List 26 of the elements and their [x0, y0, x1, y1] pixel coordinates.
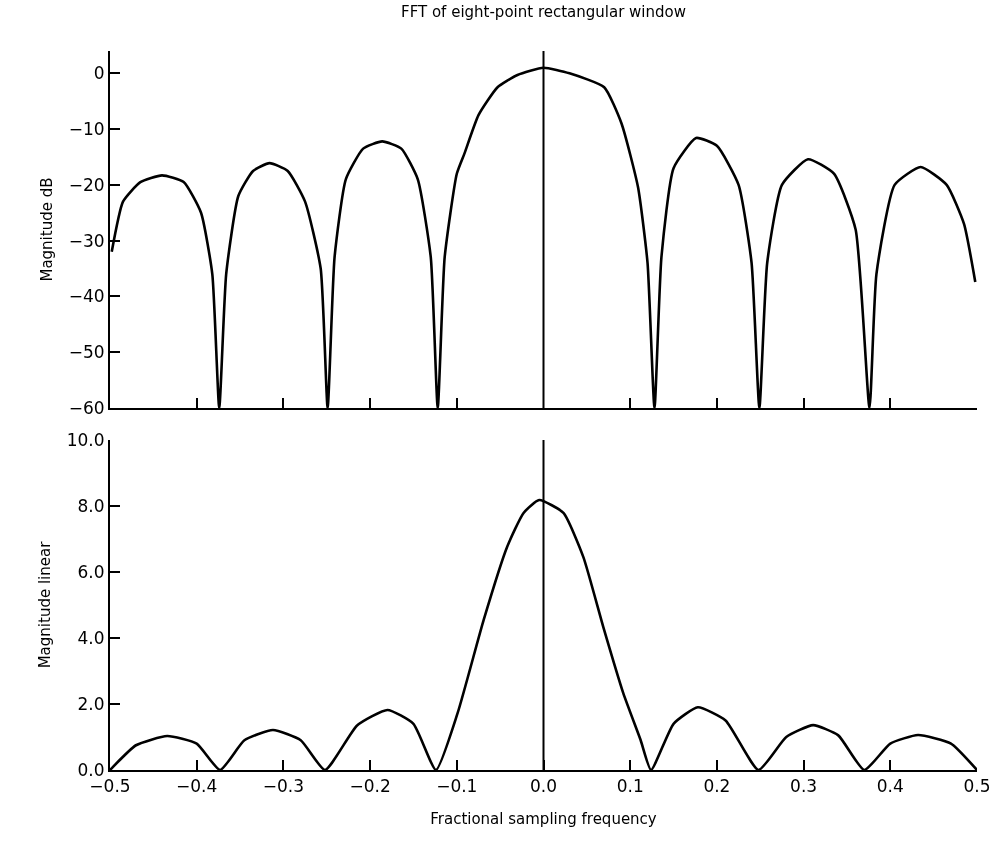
x-tick-label: 0.1	[616, 776, 644, 797]
y-tick-label: −60	[68, 397, 105, 418]
y-tick-label: −20	[68, 174, 105, 195]
y-tick-label: −10	[68, 119, 105, 140]
x-tick-label: 0.5	[963, 776, 991, 797]
x-tick-label: −0.1	[436, 776, 478, 797]
y-tick-label: −40	[68, 286, 105, 307]
x-tick-label: 0.0	[529, 776, 558, 797]
x-tick-label: −0.4	[176, 776, 218, 797]
y-tick-label: −30	[68, 230, 105, 251]
y-tick-label: 6.0	[77, 561, 105, 582]
x-tick-label: 0.3	[790, 776, 818, 797]
x-tick-label: 0.2	[703, 776, 731, 797]
x-axis-title: Fractional sampling frequency	[430, 809, 657, 828]
x-tick-label: −0.3	[262, 776, 305, 797]
y-axis-title: Magnitude linear	[36, 540, 55, 669]
y-tick-label: 2.0	[77, 693, 105, 714]
y-tick-label: 0	[93, 63, 105, 84]
y-tick-label: −50	[68, 342, 105, 363]
y-tick-label: 4.0	[77, 627, 105, 648]
y-tick-label: 10.0	[66, 429, 105, 450]
x-tick-label: −0.2	[349, 776, 391, 797]
y-tick-label: 8.0	[77, 495, 105, 516]
y-axis-title: Magnitude dB	[38, 177, 57, 282]
chart-title: FFT of eight-point rectangular window	[401, 3, 687, 21]
x-tick-label: 0.4	[876, 776, 904, 797]
